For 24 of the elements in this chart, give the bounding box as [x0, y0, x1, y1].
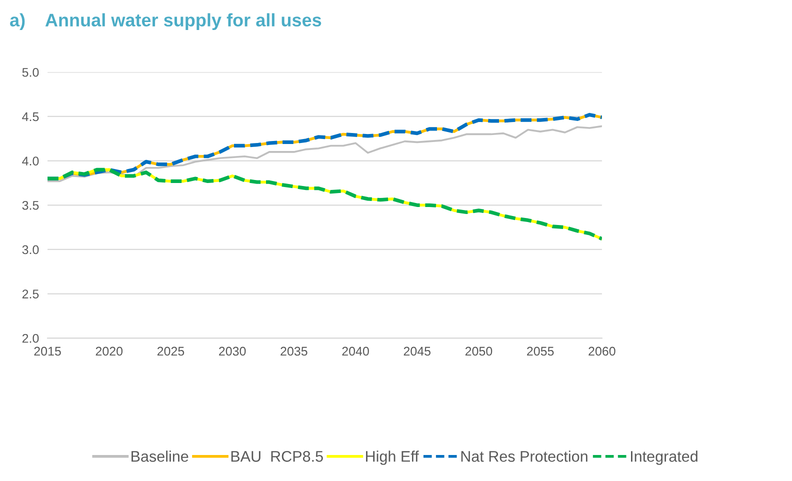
legend-label: Nat Res Protection: [461, 450, 588, 462]
chart-title: a) Annual water supply for all uses: [10, 13, 322, 30]
y-tick-label: 3.0: [22, 245, 39, 254]
x-tick-label: 2055: [527, 346, 554, 356]
y-tick-label: 4.0: [22, 156, 39, 166]
x-tick-label: 2025: [157, 346, 184, 356]
y-tick-label: 4.5: [22, 112, 39, 122]
x-tick-label: 2020: [96, 346, 123, 356]
legend-label: BAU RCP8.5: [231, 451, 323, 462]
x-tick-label: 2045: [404, 346, 430, 356]
legend-label: High Eff: [366, 450, 419, 465]
y-tick-label: 5.0: [22, 68, 39, 77]
line-series: [48, 125, 602, 182]
y-tick-label: 2.0: [22, 334, 39, 343]
x-tick-label: 2030: [219, 346, 246, 356]
legend-label: Baseline: [132, 450, 188, 462]
x-tick-label: 2015: [34, 346, 61, 356]
y-tick-label: 3.5: [22, 200, 39, 210]
x-tick-label: 2060: [588, 346, 616, 356]
x-tick-label: 2050: [465, 346, 492, 356]
x-tick-label: 2035: [280, 346, 308, 356]
y-tick-label: 2.5: [22, 290, 39, 298]
x-tick-label: 2040: [342, 346, 369, 356]
legend-label: Integrated: [630, 450, 698, 465]
